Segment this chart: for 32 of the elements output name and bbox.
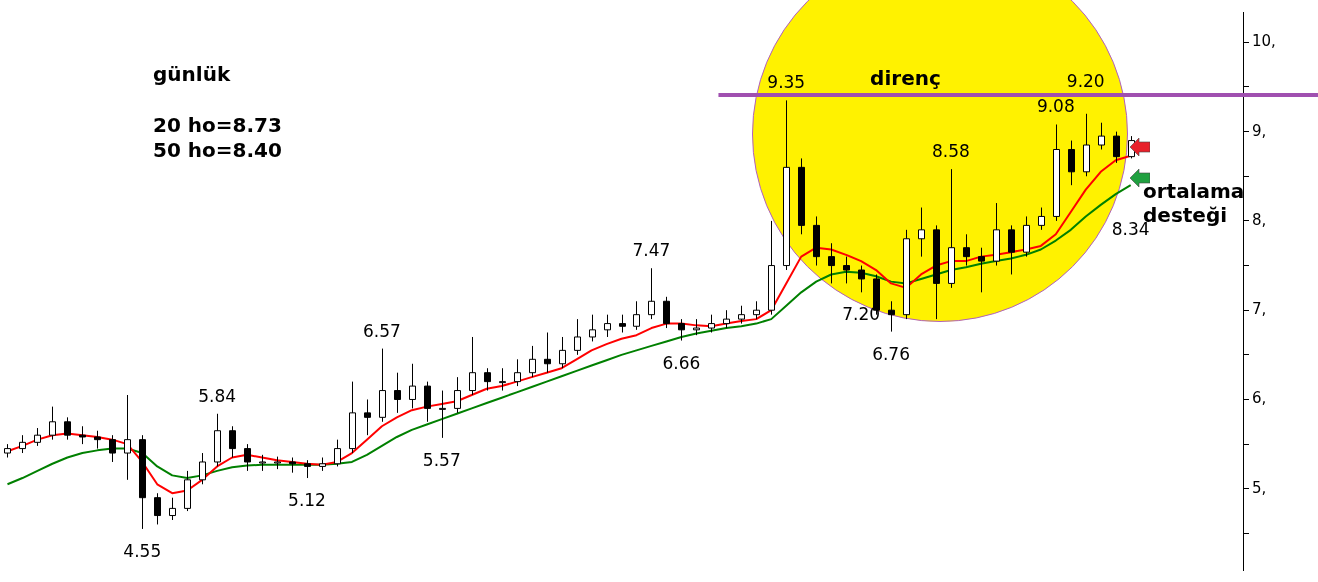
annotation: 6.57 xyxy=(362,320,401,341)
candlestick xyxy=(109,434,116,463)
candlestick xyxy=(978,247,985,293)
text: günlük xyxy=(153,62,231,86)
annotation: 9.08 xyxy=(1036,96,1075,117)
y-tick-label: 10, xyxy=(1252,32,1276,51)
annotation: 5.84 xyxy=(198,385,237,406)
candlestick xyxy=(1008,224,1015,275)
y-tick-label: 5, xyxy=(1252,478,1267,497)
annotation: 6.76 xyxy=(872,343,910,364)
candlestick xyxy=(124,394,131,481)
annotation: 50 ho=8.40 xyxy=(153,138,282,162)
y-tick-label: 6, xyxy=(1252,389,1267,408)
candlestick xyxy=(394,372,401,414)
annotation: 9.20 xyxy=(1066,71,1105,92)
y-tick-label: 9, xyxy=(1252,121,1267,140)
annotation: 4.55 xyxy=(123,540,162,561)
annotation: 6.66 xyxy=(662,352,701,373)
candlestick xyxy=(49,406,56,441)
y-tick-label: 8, xyxy=(1252,210,1267,229)
annotation: 5.57 xyxy=(422,449,461,470)
candlestick xyxy=(633,300,640,331)
annotation: 5.12 xyxy=(288,490,326,511)
candlestick xyxy=(64,416,71,441)
annotation: 8.58 xyxy=(932,141,970,162)
annotation: 9.35 xyxy=(767,72,806,93)
annotation: 20 ho=8.73 xyxy=(153,113,282,137)
y-tick-label: 7, xyxy=(1252,300,1267,319)
annotation: 7.47 xyxy=(632,240,671,261)
candlestick xyxy=(364,398,371,436)
ref-line-label: direnç xyxy=(870,66,941,91)
candlestick xyxy=(454,376,461,414)
